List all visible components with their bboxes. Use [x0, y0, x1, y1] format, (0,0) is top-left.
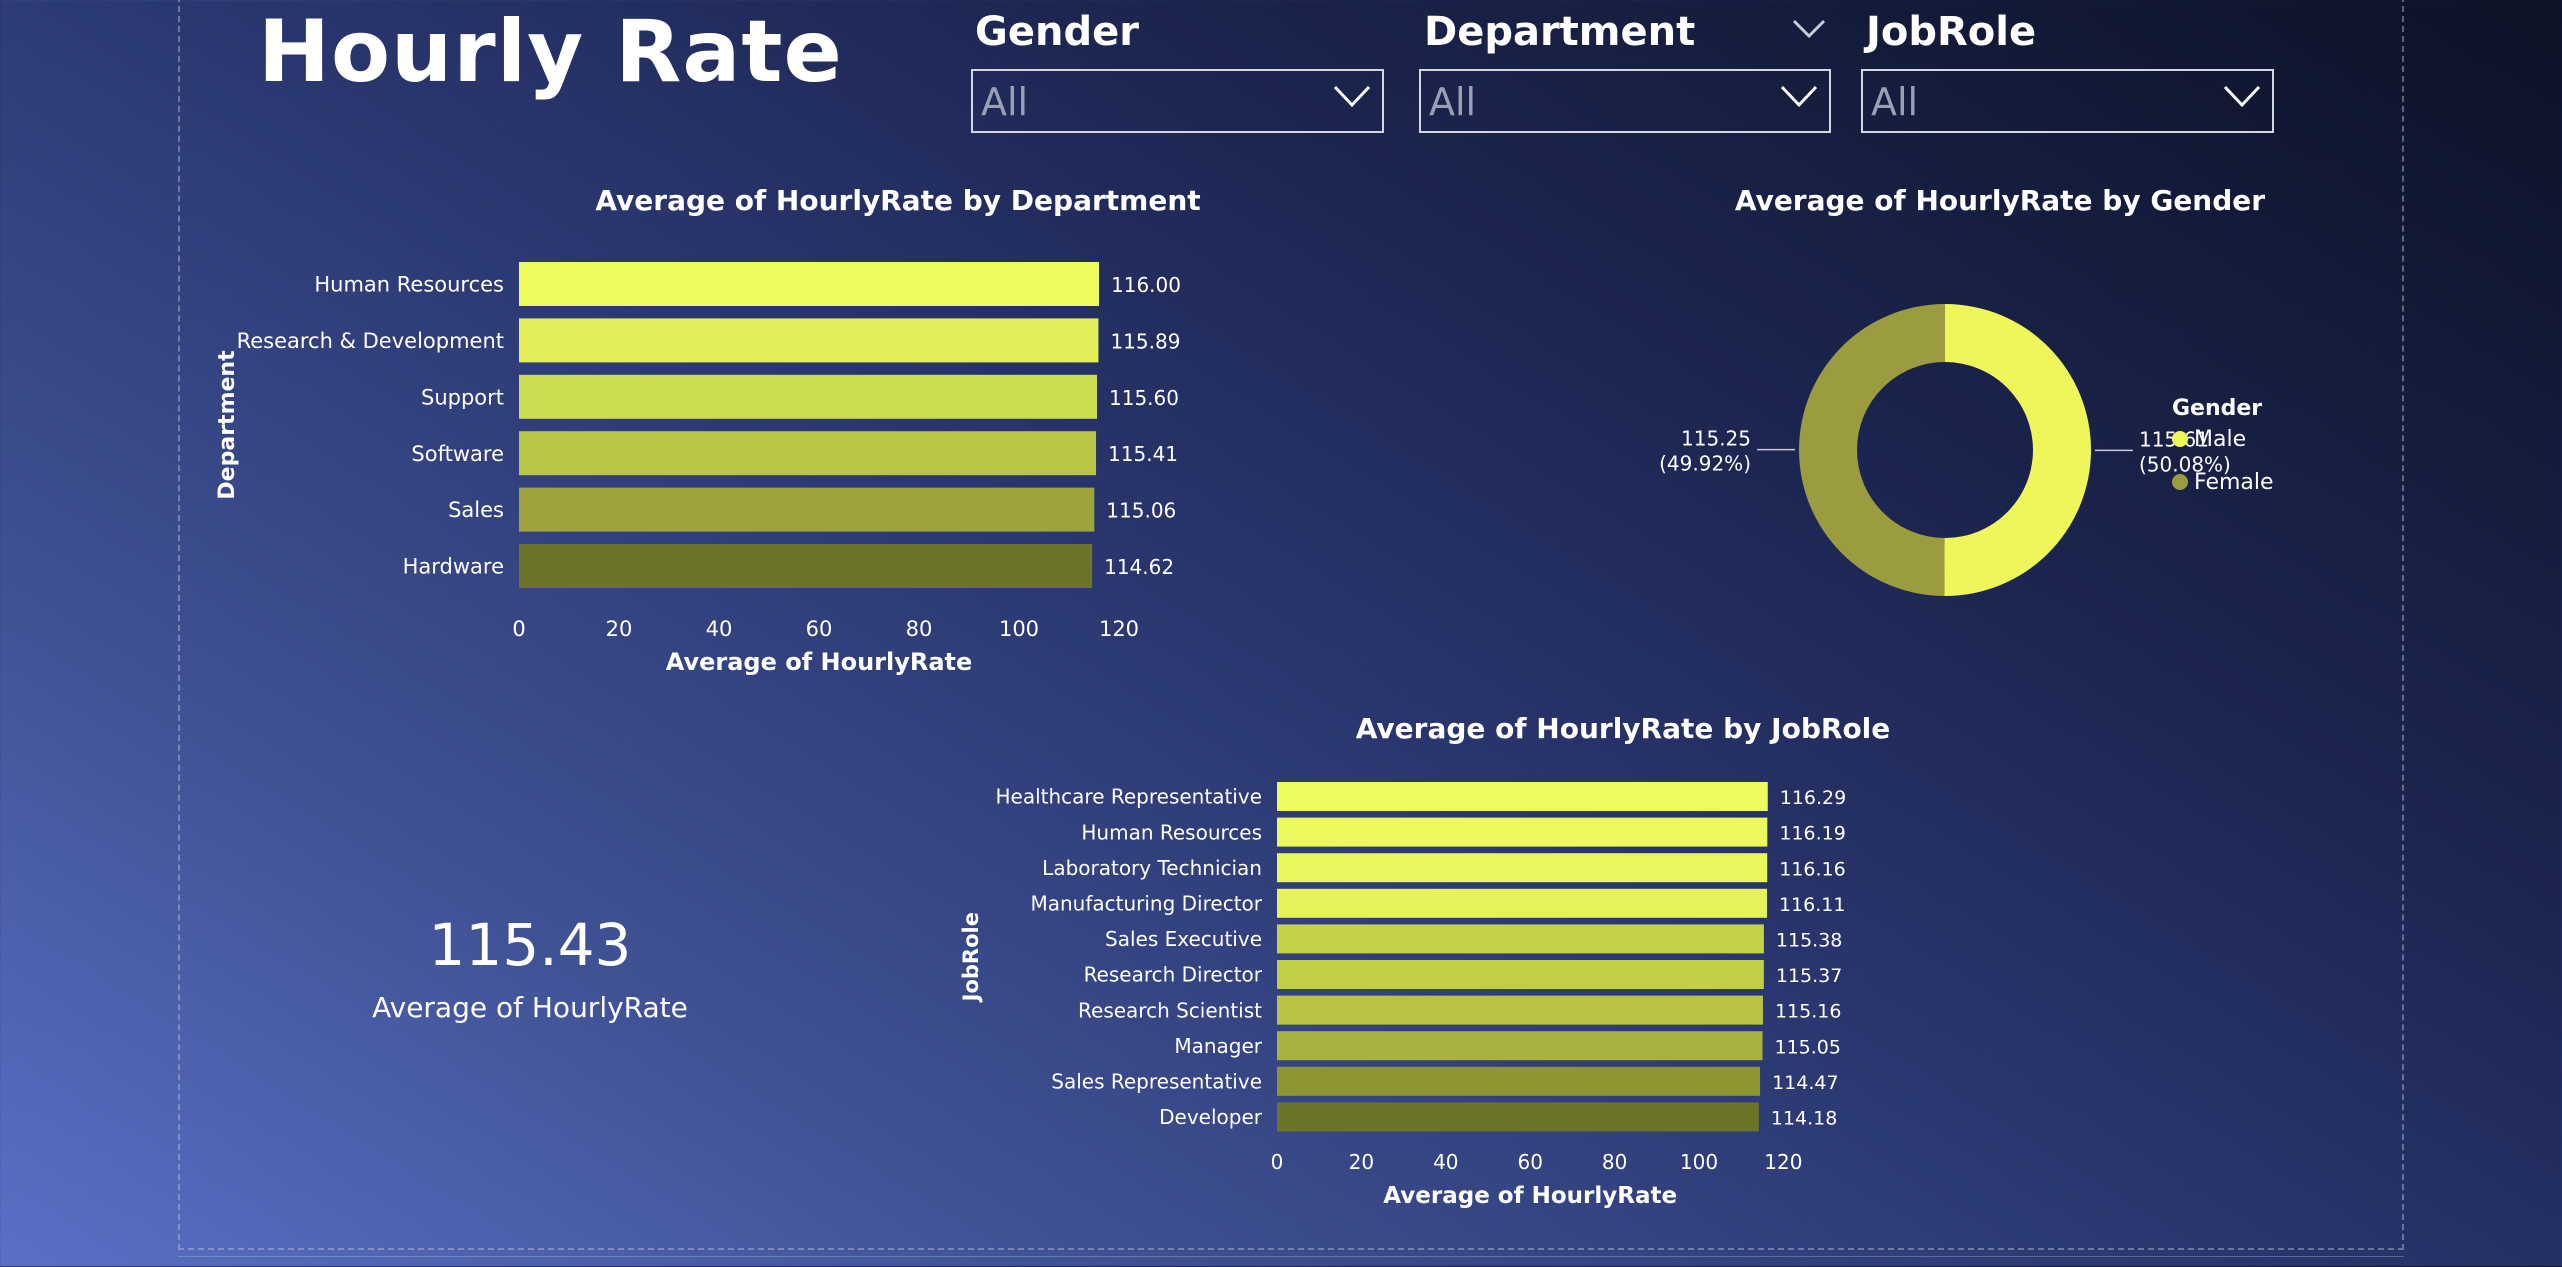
jobrole-y-axis-title: JobRole: [959, 912, 983, 1003]
jobrole-value-label-3: 116.11: [1779, 894, 1845, 916]
department-x-tick-5: 100: [999, 617, 1039, 641]
collapse-chevron-icon[interactable]: [1791, 18, 1827, 40]
department-bar-1: [519, 318, 1098, 362]
jobrole-bar-6: [1277, 996, 1763, 1025]
department-value-label-0: 116.00: [1111, 273, 1181, 297]
jobrole-bar-4: [1277, 924, 1764, 953]
jobrole-value-label-7: 115.05: [1775, 1036, 1841, 1058]
department-y-axis-title: Department: [215, 350, 240, 500]
jobrole-category-label-7: Manager: [1174, 1034, 1262, 1058]
jobrole-category-label-4: Sales Executive: [1105, 927, 1262, 951]
jobrole-x-tick-4: 80: [1602, 1150, 1627, 1174]
jobrole-category-label-2: Laboratory Technician: [1042, 856, 1262, 880]
department-x-tick-1: 20: [606, 617, 633, 641]
department-category-label-4: Sales: [448, 498, 504, 522]
gender-slicer-label: Gender: [975, 8, 1139, 56]
gender-slice-female: [1799, 304, 1945, 596]
jobrole-category-label-5: Research Director: [1084, 963, 1263, 987]
jobrole-bar-3: [1277, 889, 1767, 918]
jobrole-category-label-9: Developer: [1159, 1105, 1263, 1129]
jobrole-value-label-0: 116.29: [1780, 787, 1846, 809]
department-bar-chart[interactable]: Human Resources 116.00 Research & Developm…: [200, 240, 1600, 690]
jobrole-x-axis-title: Average of HourlyRate: [1383, 1183, 1677, 1209]
jobrole-bar-7: [1277, 1031, 1763, 1060]
chevron-down-icon: [1779, 83, 1819, 109]
department-category-label-5: Hardware: [403, 555, 504, 579]
jobrole-category-label-1: Human Resources: [1081, 820, 1262, 844]
jobrole-slicer-value: All: [1871, 79, 1918, 125]
jobrole-bar-9: [1277, 1102, 1759, 1131]
department-value-label-5: 114.62: [1104, 555, 1174, 579]
department-category-label-1: Research & Development: [237, 329, 504, 353]
jobrole-value-label-8: 114.47: [1772, 1072, 1838, 1094]
department-slicer-value: All: [1429, 79, 1476, 125]
department-x-tick-0: 0: [512, 617, 525, 641]
department-x-tick-3: 60: [806, 617, 833, 641]
gender-legend-label-male: Male: [2194, 427, 2246, 452]
department-value-label-3: 115.41: [1108, 442, 1178, 466]
department-bar-5: [519, 544, 1092, 588]
department-value-label-2: 115.60: [1109, 386, 1179, 410]
department-bar-2: [519, 375, 1097, 419]
department-x-tick-6: 120: [1099, 617, 1139, 641]
department-bar-3: [519, 431, 1096, 475]
jobrole-bar-2: [1277, 853, 1767, 882]
gender-slicer-value: All: [981, 79, 1028, 125]
gender-legend-title: Gender: [2172, 396, 2262, 421]
department-chart-title: Average of HourlyRate by Department: [498, 184, 1298, 218]
department-category-label-0: Human Resources: [314, 273, 504, 297]
jobrole-value-label-2: 116.16: [1779, 858, 1845, 880]
jobrole-category-label-6: Research Scientist: [1078, 998, 1262, 1022]
jobrole-bar-chart[interactable]: Healthcare Representative 116.29 Human Res…: [940, 760, 2340, 1220]
gender-chart-title: Average of HourlyRate by Gender: [1600, 184, 2400, 218]
department-category-label-3: Software: [411, 442, 504, 466]
jobrole-chart-title: Average of HourlyRate by JobRole: [1223, 712, 2023, 746]
jobrole-category-label-8: Sales Representative: [1051, 1070, 1262, 1094]
department-slicer-dropdown[interactable]: All: [1419, 69, 1831, 133]
department-bar-0: [519, 262, 1099, 306]
jobrole-x-tick-6: 120: [1764, 1150, 1802, 1174]
department-slicer-label: Department: [1424, 8, 1695, 56]
department-x-tick-2: 40: [706, 617, 733, 641]
jobrole-value-label-6: 115.16: [1775, 1001, 1841, 1023]
jobrole-value-label-4: 115.38: [1776, 930, 1842, 952]
page-scroll-edge: [178, 1256, 2404, 1267]
department-x-axis-title: Average of HourlyRate: [666, 648, 973, 676]
kpi-value: 115.43: [280, 910, 780, 980]
jobrole-slicer-label: JobRole: [1866, 8, 2036, 56]
jobrole-bar-1: [1277, 818, 1767, 847]
jobrole-category-label-3: Manufacturing Director: [1030, 892, 1262, 916]
gender-data-value-1: 115.25: [1681, 427, 1751, 451]
jobrole-bar-5: [1277, 960, 1764, 989]
gender-legend-marker-female: [2172, 474, 2188, 490]
jobrole-x-tick-2: 40: [1433, 1150, 1458, 1174]
department-value-label-4: 115.06: [1106, 499, 1176, 523]
gender-slice-male: [1944, 304, 2091, 596]
chevron-down-icon: [1332, 83, 1372, 109]
jobrole-x-tick-1: 20: [1349, 1150, 1374, 1174]
jobrole-value-label-5: 115.37: [1776, 965, 1842, 987]
gender-legend-marker-male: [2172, 431, 2188, 447]
jobrole-x-tick-5: 100: [1680, 1150, 1718, 1174]
jobrole-slicer-dropdown[interactable]: All: [1861, 69, 2274, 133]
jobrole-bar-8: [1277, 1067, 1760, 1096]
department-bar-4: [519, 488, 1094, 532]
gender-legend-label-female: Female: [2194, 470, 2274, 495]
jobrole-x-tick-3: 60: [1517, 1150, 1542, 1174]
jobrole-value-label-9: 114.18: [1771, 1108, 1837, 1130]
jobrole-category-label-0: Healthcare Representative: [996, 785, 1263, 809]
page-title: Hourly Rate: [258, 4, 843, 100]
jobrole-value-label-1: 116.19: [1779, 823, 1845, 845]
kpi-label: Average of HourlyRate: [280, 990, 780, 1026]
department-x-tick-4: 80: [906, 617, 933, 641]
department-category-label-2: Support: [421, 385, 504, 409]
gender-donut-chart[interactable]: 115.61(50.08%)115.25(49.92%)GenderMaleFe…: [1600, 240, 2400, 640]
chevron-down-icon: [2222, 83, 2262, 109]
gender-data-percent-1: (49.92%): [1659, 452, 1751, 476]
jobrole-bar-0: [1277, 782, 1768, 811]
jobrole-x-tick-0: 0: [1271, 1150, 1284, 1174]
department-value-label-1: 115.89: [1110, 329, 1180, 353]
gender-slicer-dropdown[interactable]: All: [971, 69, 1384, 133]
